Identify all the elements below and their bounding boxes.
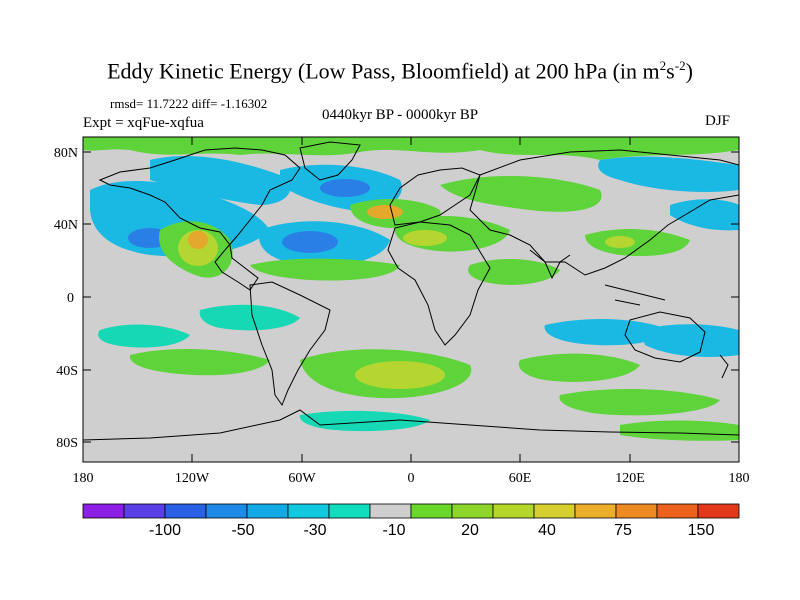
- anomaly-positive-africa: [468, 258, 560, 285]
- colorbar-label: 150: [688, 522, 715, 539]
- plot-title: Eddy Kinetic Energy (Low Pass, Bloomfiel…: [107, 58, 693, 84]
- experiment-label: Expt = xqFue-xqfua: [83, 115, 204, 131]
- anomaly-positive-med-mid: [403, 230, 447, 246]
- period-label: 0440kyr BP - 0000kyr BP: [321, 107, 479, 123]
- colorbar-label: -10: [382, 522, 405, 539]
- colorbar-swatch: [287, 503, 330, 519]
- lon-label-60w: 60W: [288, 471, 316, 486]
- colorbar-label: -30: [303, 522, 326, 539]
- colorbar-label: 75: [614, 522, 632, 539]
- colorbar-swatch: [615, 503, 658, 519]
- anomaly-negative-nepac: [670, 199, 739, 231]
- lat-label-80n: 80N: [54, 146, 78, 161]
- coastline-australia: [624, 311, 706, 363]
- anomaly-negative-sa: [199, 304, 300, 331]
- colorbar-labels: -100 -50 -30 -10 20 40 75 150: [149, 522, 714, 539]
- anomaly-negative-south-indian: [544, 318, 670, 346]
- anomaly-positive-mexico-high: [188, 231, 208, 249]
- longitude-labels: 180 120W 60W 0 60E 120E 180: [73, 471, 750, 486]
- colorbar-swatch: [451, 503, 494, 519]
- anomaly-negative-natl-core: [320, 179, 370, 197]
- lon-label-120w: 120W: [175, 471, 210, 486]
- colorbar-swatch: [656, 503, 699, 519]
- lon-label-60e: 60E: [509, 471, 532, 486]
- anomaly-negative-sepac: [98, 324, 190, 348]
- colorbar-swatch: [574, 503, 617, 519]
- anomaly-negative-asia: [598, 156, 739, 192]
- anomaly-negative-atlantic-core: [282, 231, 338, 253]
- anomaly-positive-europe-high: [367, 205, 403, 219]
- colorbar-swatch: [123, 503, 166, 519]
- season-label: DJF: [705, 113, 731, 129]
- lon-label-180w: 180: [73, 471, 94, 486]
- colorbar-label: 40: [538, 522, 556, 539]
- coastline-asia: [469, 149, 739, 276]
- latitude-labels: 80N 40N 0 40S 80S: [54, 146, 78, 451]
- colorbar: [82, 503, 740, 519]
- anomaly-negative-canada: [150, 155, 291, 205]
- anomaly-positive-arctic: [83, 137, 739, 160]
- anomaly-negative-antarctic: [299, 410, 430, 432]
- colorbar-swatch: [164, 503, 207, 519]
- coastline-north-america: [98, 147, 301, 291]
- lat-label-40n: 40N: [54, 218, 78, 233]
- colorbar-swatch: [533, 503, 576, 519]
- lon-label-120e: 120E: [615, 471, 645, 486]
- coastline-greenland: [299, 141, 361, 181]
- colorbar-label: 20: [461, 522, 479, 539]
- anomaly-positive-asia: [440, 175, 602, 212]
- lat-label-80s: 80S: [56, 436, 78, 451]
- coastline-south-america: [249, 281, 331, 407]
- anomaly-positive-southern-ocean: [559, 388, 720, 416]
- lat-label-40s: 40S: [56, 364, 78, 379]
- colorbar-swatch: [697, 503, 740, 519]
- anomaly-negative-australia: [640, 324, 739, 357]
- coastline-india: [529, 249, 571, 280]
- lon-label-180e: 180: [729, 471, 750, 486]
- coastline-europe: [389, 167, 481, 226]
- coastline-antarctica: [83, 409, 739, 441]
- anomaly-positive-satl-mid: [355, 361, 445, 389]
- coastline-africa: [387, 221, 491, 346]
- stats-label: rmsd= 11.7222 diff= -1.16302: [110, 96, 268, 111]
- anomaly-positive-pacific-mid: [605, 236, 635, 248]
- colorbar-swatch: [369, 503, 412, 519]
- latitude-ticks: [83, 151, 739, 443]
- colorbar-swatch: [492, 503, 535, 519]
- colorbar-swatch: [205, 503, 248, 519]
- colorbar-label: -50: [231, 522, 254, 539]
- colorbar-swatch: [82, 503, 125, 519]
- anomaly-positive-tropical: [250, 258, 400, 281]
- lon-label-0: 0: [408, 471, 415, 486]
- coastline-new-zealand: [719, 354, 729, 379]
- longitude-ticks: [191, 137, 631, 462]
- anomaly-positive-pacific: [585, 228, 690, 257]
- colorbar-label: -100: [149, 522, 181, 539]
- eke-field: [83, 137, 739, 462]
- colorbar-swatch: [246, 503, 289, 519]
- anomaly-positive-sepac: [129, 348, 270, 376]
- colorbar-swatch: [410, 503, 453, 519]
- anomaly-positive-south-indian: [518, 353, 640, 382]
- lat-label-0: 0: [67, 291, 74, 306]
- colorbar-swatch: [328, 503, 371, 519]
- coastlines: [83, 141, 739, 441]
- anomaly-positive-sliver: [620, 420, 739, 441]
- coastline-indonesia: [604, 284, 666, 306]
